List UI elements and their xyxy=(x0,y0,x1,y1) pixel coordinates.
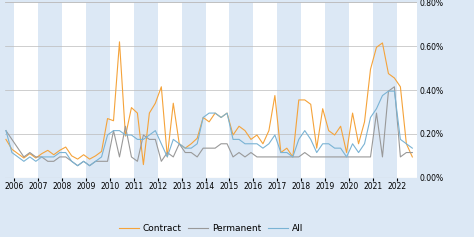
Bar xyxy=(182,2,206,178)
Bar xyxy=(301,2,325,178)
Bar xyxy=(397,2,417,178)
Permanent xyxy=(403,151,409,154)
Bar xyxy=(86,2,110,178)
Bar xyxy=(325,2,349,178)
All xyxy=(410,147,415,150)
All xyxy=(385,90,391,93)
Permanent xyxy=(410,151,415,154)
Contract xyxy=(117,41,122,43)
Line: Permanent: Permanent xyxy=(6,87,412,166)
Line: Contract: Contract xyxy=(6,42,412,165)
Contract xyxy=(81,153,86,156)
Bar xyxy=(134,2,158,178)
All xyxy=(320,142,326,145)
Bar xyxy=(158,2,182,178)
Permanent xyxy=(242,155,248,158)
Bar xyxy=(38,2,62,178)
Bar xyxy=(5,2,14,178)
Permanent xyxy=(320,155,326,158)
Line: All: All xyxy=(6,91,412,166)
All xyxy=(87,164,92,167)
Contract xyxy=(403,142,409,145)
Permanent xyxy=(33,155,39,158)
All xyxy=(403,142,409,145)
All xyxy=(242,142,248,145)
Permanent xyxy=(3,129,9,132)
Bar xyxy=(110,2,134,178)
Contract xyxy=(3,138,9,141)
Permanent xyxy=(392,85,397,88)
Bar xyxy=(62,2,86,178)
All xyxy=(3,129,9,132)
Legend: Contract, Permanent, All: Contract, Permanent, All xyxy=(115,221,307,237)
Permanent xyxy=(87,164,92,167)
Contract xyxy=(33,157,39,160)
Permanent xyxy=(69,160,74,163)
Bar xyxy=(349,2,373,178)
All xyxy=(69,160,74,163)
Bar xyxy=(254,2,277,178)
Permanent xyxy=(75,164,81,167)
Contract xyxy=(69,155,74,157)
Contract xyxy=(410,155,415,158)
All xyxy=(75,164,81,167)
Bar xyxy=(229,2,254,178)
Bar xyxy=(373,2,397,178)
Bar xyxy=(277,2,301,178)
Contract xyxy=(326,129,331,132)
All xyxy=(33,160,39,163)
Bar xyxy=(14,2,38,178)
Contract xyxy=(141,163,146,166)
Bar xyxy=(206,2,229,178)
Contract xyxy=(248,138,254,141)
